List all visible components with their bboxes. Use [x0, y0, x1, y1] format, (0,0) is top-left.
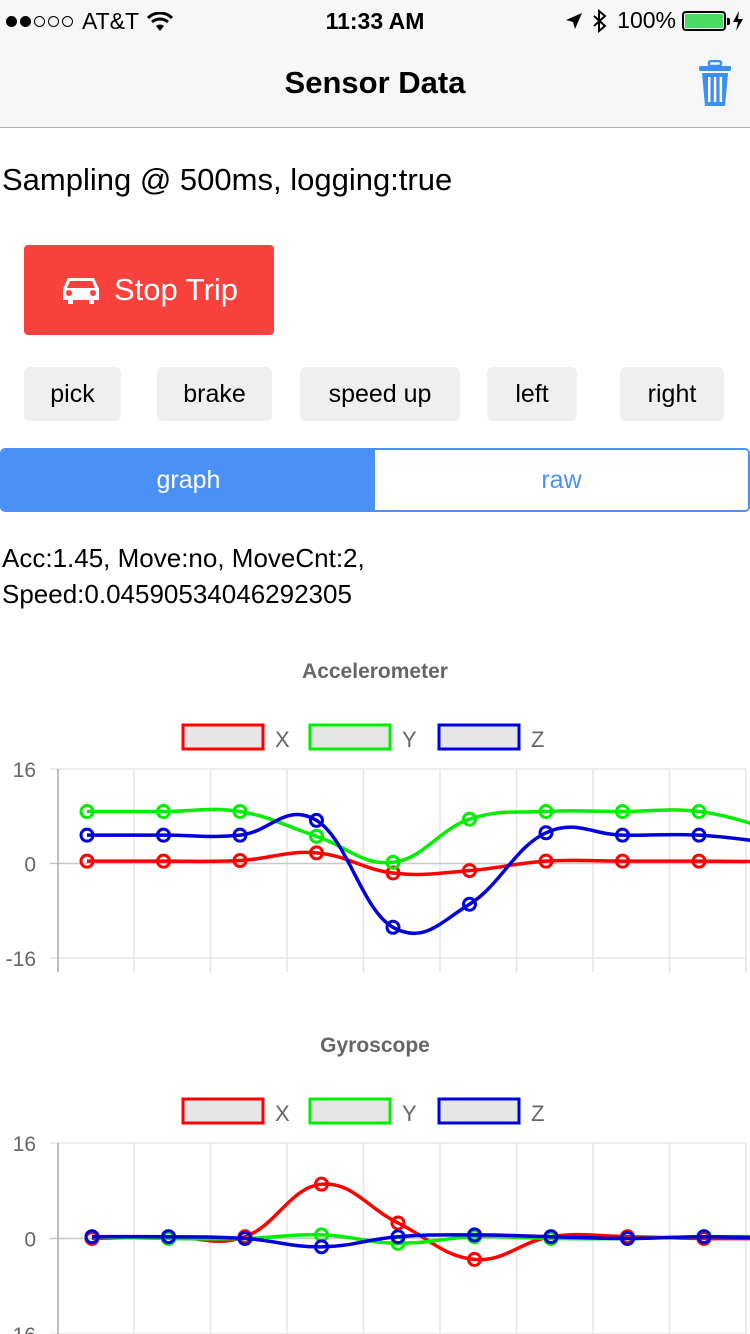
accelerometer-series-y-point	[615, 804, 630, 820]
accelerometer-series-x-line	[86, 850, 750, 877]
y-tick-label: -16	[6, 948, 36, 971]
sampling-status: Sampling @ 500ms, logging:true	[2, 162, 453, 197]
battery-percent: 100%	[617, 7, 676, 33]
accelerometer-series-y-point	[156, 804, 171, 820]
page-title: Sensor Data	[284, 65, 466, 100]
signal-dot-icon	[34, 16, 45, 27]
legend-label-z: Z	[531, 727, 544, 752]
gyroscope-series-z-line	[91, 1233, 750, 1249]
accelerometer-series-y-point	[232, 804, 248, 820]
signal-area: AT&T	[6, 8, 174, 35]
accelerometer-series-z-point	[538, 825, 554, 841]
gyroscope-series-z-point	[620, 1231, 635, 1246]
accelerometer-series-z-point	[385, 919, 401, 935]
carrier-name: AT&T	[82, 8, 140, 34]
y-tick-label: -16	[6, 1324, 36, 1334]
accelerometer-series-x-point	[156, 853, 171, 869]
gyroscope-series-z-point	[543, 1229, 559, 1245]
legend-label-y: Y	[402, 1101, 417, 1126]
accelerometer-series-z-line	[87, 812, 750, 936]
brake-button[interactable]: brake	[157, 367, 272, 421]
left-button[interactable]: left	[487, 367, 577, 421]
accelerometer-series-x-point	[309, 845, 324, 861]
accelerometer-series-x-point	[462, 863, 477, 879]
pick-button[interactable]: pick	[24, 367, 121, 421]
status-bar: AT&T 11:33 AM 100%	[0, 0, 750, 40]
signal-dot-icon	[6, 16, 17, 27]
tab-graph[interactable]: graph	[2, 450, 375, 510]
gyroscope-chart: 16 0 -16 X Y Z	[6, 1097, 750, 1334]
accelerometer-series-y-point	[79, 804, 95, 820]
battery-icon	[682, 10, 730, 31]
gyroscope-series-z-point	[314, 1239, 329, 1255]
accelerometer-series-x-point	[232, 853, 248, 869]
accelerometer-series-y-point	[538, 804, 554, 820]
bluetooth-icon	[593, 8, 607, 33]
accelerometer-series-x-point	[691, 853, 707, 869]
y-tick-label: 0	[24, 854, 36, 877]
accelerometer-series-y-line	[87, 807, 750, 865]
legend-swatch-y[interactable]	[308, 723, 392, 751]
speed-up-button[interactable]: speed up	[300, 367, 460, 421]
gyroscope-series-z-point	[696, 1229, 712, 1245]
y-tick-label: 0	[24, 1229, 36, 1252]
view-segmented-control: graph raw	[0, 448, 750, 512]
stop-trip-label: Stop Trip	[113, 272, 239, 307]
accelerometer-series-z-point	[79, 827, 95, 843]
legend-swatch-x[interactable]	[181, 1097, 265, 1125]
signal-dot-icon	[48, 16, 59, 27]
accelerometer-series-x-point	[615, 853, 630, 869]
gyroscope-chart-title: Gyroscope	[320, 1034, 430, 1057]
legend-label-x: X	[275, 1101, 290, 1126]
gyroscope-series-z-point	[467, 1227, 482, 1243]
right-button[interactable]: right	[620, 367, 724, 421]
accelerometer-series-z-point	[691, 827, 707, 843]
legend-label-y: Y	[402, 727, 417, 752]
gyroscope-series-x-point	[390, 1215, 406, 1231]
y-tick-label: 16	[13, 1133, 36, 1156]
gyroscope-series-x-point	[314, 1176, 329, 1192]
accelerometer-series-z-point	[615, 827, 630, 843]
readout-line-2: Speed:0.04590534046292305	[2, 579, 352, 609]
accelerometer-series-y-point	[309, 828, 324, 844]
status-right: 100%	[565, 7, 744, 34]
readout-line-1: Acc:1.45, Move:no, MoveCnt:2,	[2, 543, 365, 573]
legend-label-z: Z	[531, 1101, 544, 1126]
sensor-readout: Acc:1.45, Move:no, MoveCnt:2, Speed:0.04…	[2, 540, 365, 612]
gyroscope-series-x-line	[91, 1182, 750, 1262]
location-arrow-icon	[566, 12, 583, 29]
signal-dot-icon	[20, 16, 31, 27]
signal-dot-icon	[62, 16, 73, 27]
wifi-icon	[147, 11, 174, 31]
gyroscope-series-z-point	[161, 1229, 176, 1245]
accelerometer-series-y-point	[691, 804, 707, 820]
trash-icon[interactable]	[698, 60, 732, 108]
legend-swatch-z[interactable]	[437, 723, 521, 751]
legend-swatch-y[interactable]	[308, 1097, 392, 1125]
accelerometer-series-z-point	[309, 812, 324, 828]
y-tick-label: 16	[13, 759, 36, 782]
accelerometer-series-y-point	[385, 854, 401, 870]
stop-trip-button[interactable]: Stop Trip	[24, 245, 274, 335]
gyroscope-series-z-point	[390, 1229, 406, 1245]
gyroscope-series-z-point	[237, 1231, 253, 1246]
legend-swatch-x[interactable]	[181, 723, 265, 751]
accelerometer-series-y-point	[462, 811, 477, 827]
car-icon	[62, 278, 99, 304]
status-time: 11:33 AM	[325, 8, 425, 34]
tab-raw[interactable]: raw	[375, 450, 748, 510]
legend-label-x: X	[275, 727, 290, 752]
charging-bolt-icon	[733, 10, 743, 31]
accelerometer-series-z-point	[462, 896, 477, 912]
accelerometer-series-x-point	[538, 853, 554, 869]
accelerometer-series-z-point	[156, 827, 171, 843]
nav-bar: Sensor Data	[0, 40, 750, 128]
gyroscope-series-x-point	[467, 1251, 482, 1267]
accelerometer-series-x-point	[79, 853, 95, 869]
legend-swatch-z[interactable]	[437, 1097, 521, 1125]
accelerometer-chart-title: Accelerometer	[302, 660, 448, 683]
gyroscope-series-z-point	[84, 1229, 100, 1245]
accelerometer-series-z-point	[232, 827, 248, 843]
accelerometer-chart: 16 0 -16 X Y Z	[6, 723, 750, 972]
